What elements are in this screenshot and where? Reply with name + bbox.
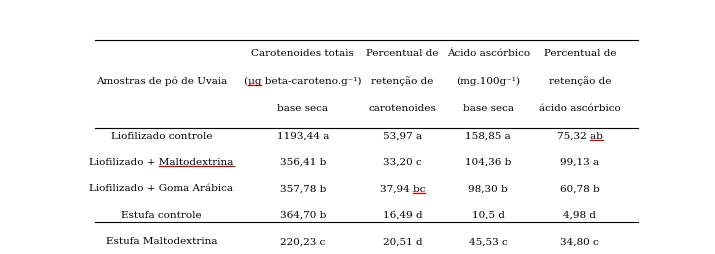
Text: 37,94 bc: 37,94 bc (380, 184, 425, 193)
Text: 104,36 b: 104,36 b (465, 158, 511, 167)
Text: 60,78 b: 60,78 b (560, 184, 600, 193)
Text: Percentual de: Percentual de (543, 50, 616, 58)
Text: Liofilizado controle: Liofilizado controle (111, 132, 212, 141)
Text: 99,13 a: 99,13 a (561, 158, 599, 167)
Text: 357,78 b: 357,78 b (280, 184, 326, 193)
Text: carotenoides: carotenoides (368, 104, 436, 113)
Text: 356,41 b: 356,41 b (280, 158, 326, 167)
Text: 4,98 d: 4,98 d (563, 211, 596, 220)
Text: 98,30 b: 98,30 b (468, 184, 508, 193)
Text: 158,85 a: 158,85 a (465, 132, 511, 141)
Text: 45,53 c: 45,53 c (469, 237, 508, 246)
Text: Amostras de pó de Uvaia: Amostras de pó de Uvaia (96, 76, 227, 86)
Text: (mg.100g⁻¹): (mg.100g⁻¹) (456, 77, 521, 86)
Text: 33,20 c: 33,20 c (383, 158, 422, 167)
Text: (μg beta-caroteno.g⁻¹): (μg beta-caroteno.g⁻¹) (244, 77, 362, 86)
Text: ácido ascórbico: ácido ascórbico (539, 104, 621, 113)
Text: Percentual de: Percentual de (366, 50, 439, 58)
Text: Ácido ascórbico: Ácido ascórbico (447, 50, 530, 58)
Text: Estufa controle: Estufa controle (121, 211, 202, 220)
Text: 220,23 c: 220,23 c (280, 237, 325, 246)
Text: 53,97 a: 53,97 a (383, 132, 422, 141)
Text: Estufa Maltodextrina: Estufa Maltodextrina (106, 237, 217, 246)
Text: 34,80 c: 34,80 c (561, 237, 599, 246)
Text: 10,5 d: 10,5 d (472, 211, 505, 220)
Text: retenção de: retenção de (548, 76, 611, 86)
Text: Liofilizado + Goma Arábica: Liofilizado + Goma Arábica (89, 184, 233, 193)
Text: retenção de: retenção de (371, 76, 433, 86)
Text: 364,70 b: 364,70 b (280, 211, 326, 220)
Text: 16,49 d: 16,49 d (383, 211, 423, 220)
Text: base seca: base seca (277, 104, 328, 113)
Text: 20,51 d: 20,51 d (383, 237, 423, 246)
Text: 1193,44 a: 1193,44 a (277, 132, 329, 141)
Text: base seca: base seca (463, 104, 514, 113)
Text: Liofilizado + Maltodextrina: Liofilizado + Maltodextrina (89, 158, 234, 167)
Text: 75,32 ab: 75,32 ab (557, 132, 603, 141)
Text: Carotenoides totais: Carotenoides totais (251, 50, 354, 58)
